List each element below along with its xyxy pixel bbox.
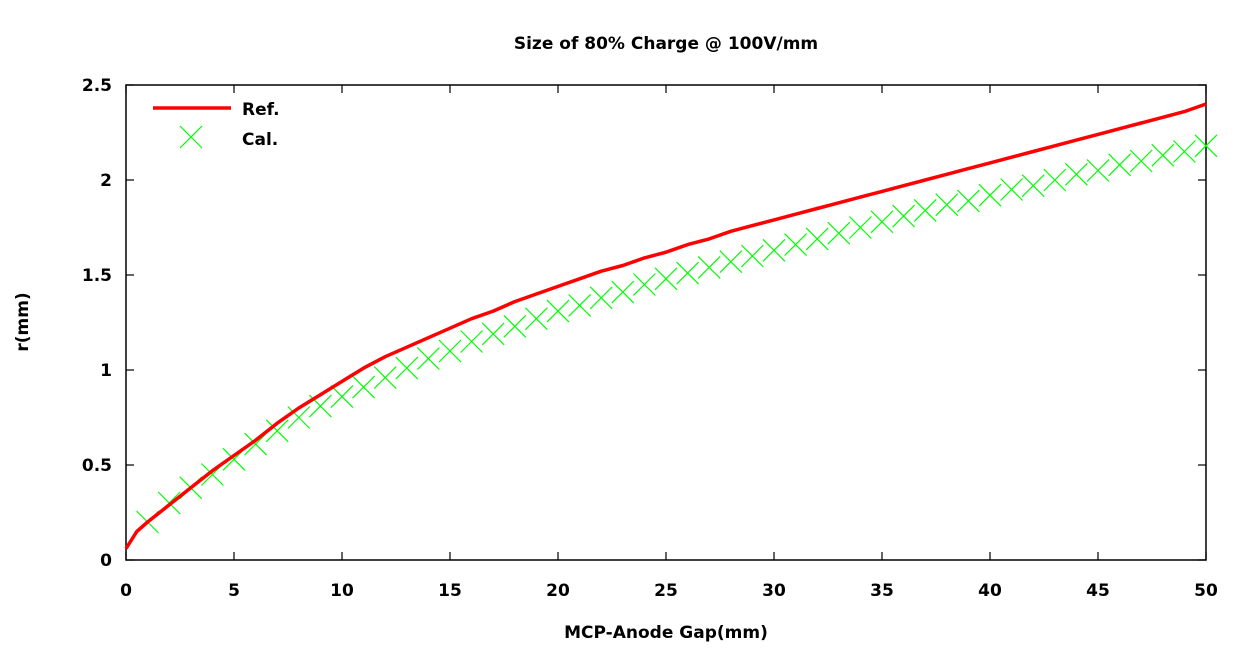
cal-point	[1108, 153, 1132, 177]
cal-point	[1151, 143, 1175, 167]
cal-point	[1043, 168, 1067, 192]
cal-point	[460, 330, 484, 353]
y-axis-label: r(mm)	[13, 292, 33, 351]
cal-point	[330, 385, 354, 409]
cal-point	[1000, 178, 1024, 201]
cal-point	[978, 183, 1002, 207]
y-tick-label: 1.5	[82, 266, 112, 286]
cal-point	[805, 227, 829, 251]
y-tick-label: 1	[100, 361, 112, 381]
cal-point	[546, 299, 570, 323]
y-tick-label: 2	[100, 171, 112, 191]
cal-point	[244, 432, 268, 456]
cal-point	[654, 267, 678, 291]
cal-point	[395, 356, 419, 380]
y-tick-label: 0	[100, 551, 112, 571]
x-tick-label: 40	[978, 581, 1002, 601]
x-axis-label: MCP-Anode Gap(mm)	[564, 623, 768, 643]
x-tick-label: 50	[1194, 581, 1218, 601]
cal-point	[913, 198, 937, 222]
cal-point	[503, 314, 527, 338]
cal-point	[1021, 174, 1045, 198]
cal-point	[784, 233, 808, 257]
cal-point	[740, 244, 764, 268]
cal-point	[1172, 140, 1196, 163]
x-tick-label: 15	[438, 581, 462, 601]
cal-point	[632, 273, 656, 296]
cal-point	[870, 210, 894, 234]
cal-point	[373, 366, 397, 390]
y-tick-label: 0.5	[82, 456, 112, 476]
x-tick-label: 35	[870, 581, 894, 601]
cal-point	[827, 221, 851, 245]
legend: Ref. Cal.	[153, 100, 280, 150]
legend-label-ref: Ref.	[242, 100, 280, 120]
cal-point	[1086, 159, 1110, 182]
cal-point	[956, 189, 980, 213]
legend-label-cal: Cal.	[242, 130, 278, 150]
cal-point	[352, 375, 376, 399]
plot-frame	[125, 84, 1207, 561]
cal-point	[589, 286, 613, 310]
cal-point	[611, 280, 635, 304]
cal-point	[568, 293, 592, 317]
x-tick-label: 45	[1086, 581, 1110, 601]
x-tick-label: 5	[228, 581, 240, 601]
x-tick-label: 0	[120, 581, 132, 601]
x-tick-label: 25	[654, 581, 678, 601]
cal-point	[481, 322, 505, 346]
cal-point	[287, 406, 311, 429]
y-tick-label: 2.5	[82, 76, 112, 96]
series-layer	[124, 102, 1218, 550]
cal-point	[1194, 134, 1218, 158]
cal-point	[524, 307, 548, 331]
cal-point	[848, 216, 872, 239]
x-tick-label: 10	[330, 581, 354, 601]
x-tick-label: 30	[762, 581, 786, 601]
cal-point	[1064, 162, 1088, 186]
legend-marker-cal	[179, 125, 203, 149]
x-tick-label: 20	[546, 581, 570, 601]
cal-point	[1129, 149, 1153, 173]
cal-point	[892, 204, 916, 228]
cal-point	[935, 193, 959, 217]
cal-point	[719, 250, 743, 274]
cal-point	[265, 419, 289, 443]
cal-point	[762, 238, 786, 262]
cal-point	[697, 255, 721, 279]
cal-point	[438, 339, 462, 363]
cal-point	[676, 261, 700, 285]
cal-point	[416, 347, 440, 371]
ticks	[125, 84, 1207, 561]
chart-title: Size of 80% Charge @ 100V/mm	[514, 34, 818, 54]
ref-line	[124, 102, 1207, 550]
tick-labels: 0 5 10 15 20 25 30 35 40 45 50 0 0.5 1 1.5 2 2.5	[82, 76, 1218, 601]
